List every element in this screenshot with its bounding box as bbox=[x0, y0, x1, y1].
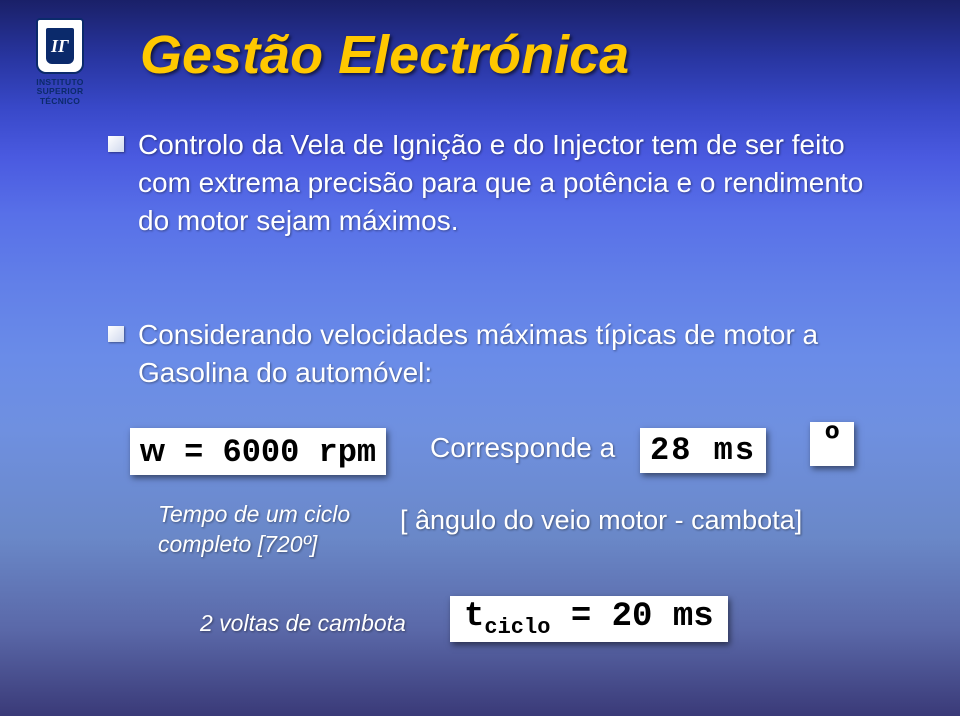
bullet-2-text: Considerando velocidades máximas típicas… bbox=[138, 316, 878, 392]
bullet-1-text: Controlo da Vela de Ignição e do Injecto… bbox=[138, 126, 878, 239]
logo-line3: TÉCNICO bbox=[40, 96, 80, 106]
tempo-line2: completo [720º] bbox=[158, 531, 317, 557]
revolutions-note: 2 voltas de cambota bbox=[200, 610, 406, 637]
bullet-1: Controlo da Vela de Ignição e do Injecto… bbox=[108, 126, 878, 239]
logo-text: INSTITUTO SUPERIOR TÉCNICO bbox=[28, 78, 92, 106]
corresponde-label: Corresponde a bbox=[430, 432, 615, 464]
logo-glyph: ΙΓ bbox=[46, 28, 74, 64]
tciclo-sub: ciclo bbox=[484, 615, 550, 640]
degree-unit: º bbox=[810, 422, 854, 466]
omega-symbol: w bbox=[140, 432, 165, 468]
institution-logo: ΙΓ INSTITUTO SUPERIOR TÉCNICO bbox=[28, 18, 92, 106]
tciclo-value: = 20 ms bbox=[550, 598, 713, 636]
tempo-line1: Tempo de um ciclo bbox=[158, 501, 350, 527]
rpm-formula: w = 6000 rpm bbox=[130, 428, 386, 475]
rpm-value: = 6000 rpm bbox=[165, 434, 376, 471]
angle-note: [ ângulo do veio motor - cambota] bbox=[400, 505, 802, 536]
logo-shield-icon: ΙΓ bbox=[36, 18, 84, 74]
bullet-marker-icon bbox=[108, 326, 124, 342]
microsecond-value: 28 ms bbox=[640, 428, 766, 473]
cycle-time-note: Tempo de um ciclo completo [720º] bbox=[158, 500, 350, 560]
slide-title: Gestão Electrónica bbox=[140, 24, 629, 86]
bullet-marker-icon bbox=[108, 136, 124, 152]
tciclo-t: t bbox=[464, 598, 484, 636]
tciclo-formula: tciclo = 20 ms bbox=[450, 596, 728, 642]
bullet-2: Considerando velocidades máximas típicas… bbox=[108, 316, 878, 392]
